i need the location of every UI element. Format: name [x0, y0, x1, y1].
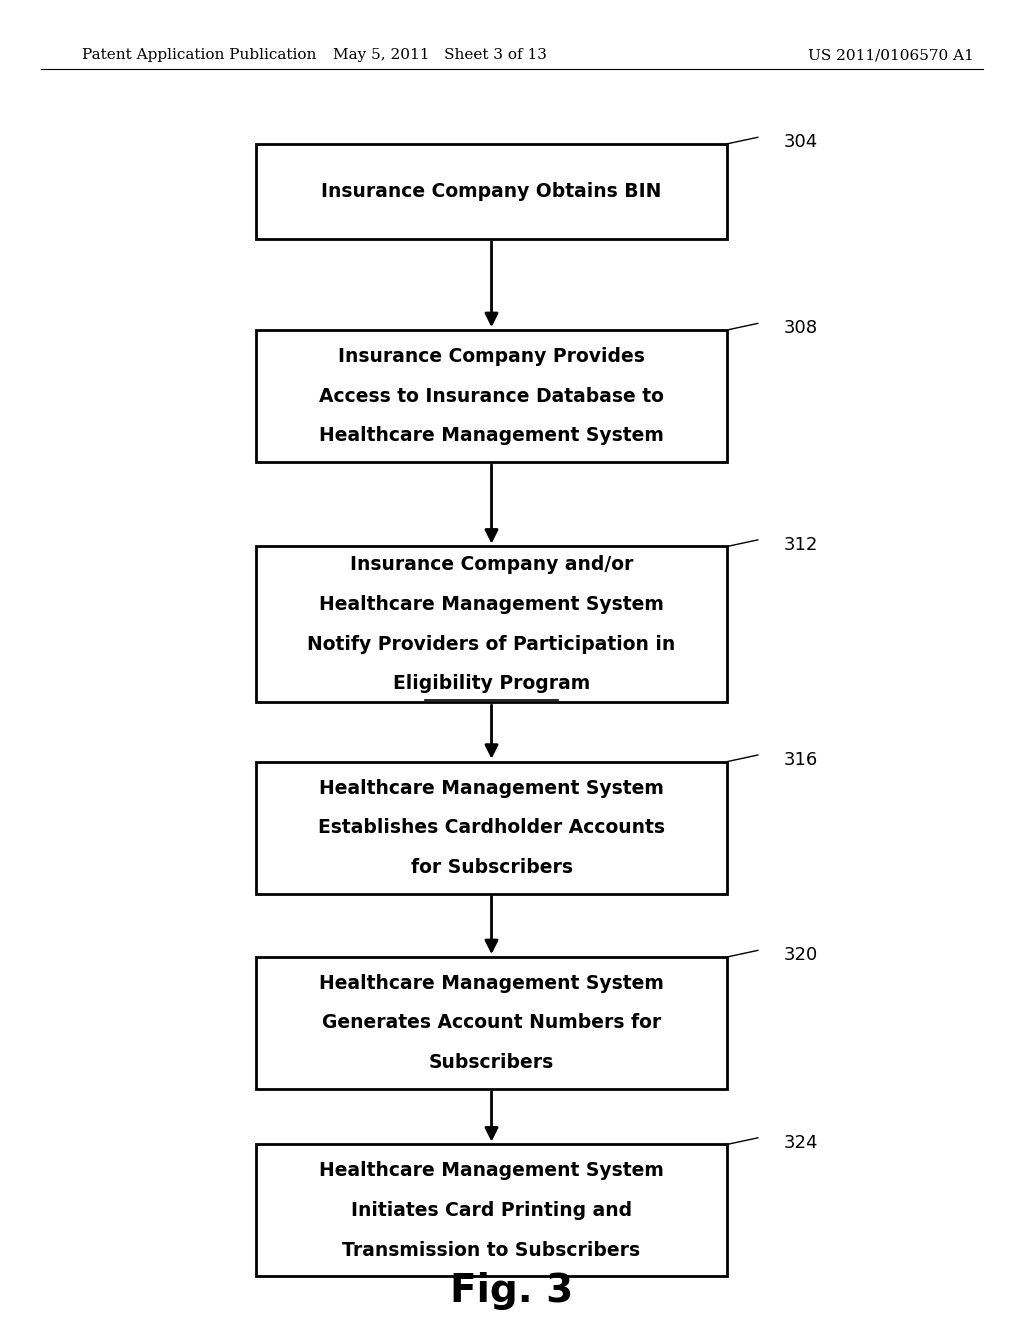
Bar — [256, 546, 727, 702]
Text: Healthcare Management System: Healthcare Management System — [319, 595, 664, 614]
Text: Healthcare Management System: Healthcare Management System — [319, 974, 664, 993]
Bar — [256, 330, 727, 462]
Text: Notify Providers of Participation in: Notify Providers of Participation in — [307, 635, 676, 653]
Text: Insurance Company and/or: Insurance Company and/or — [350, 556, 633, 574]
Text: Insurance Company Provides: Insurance Company Provides — [338, 347, 645, 366]
Text: Subscribers: Subscribers — [429, 1053, 554, 1072]
Text: Healthcare Management System: Healthcare Management System — [319, 426, 664, 445]
Text: Establishes Cardholder Accounts: Establishes Cardholder Accounts — [318, 818, 665, 837]
Text: Eligibility Program: Eligibility Program — [393, 675, 590, 693]
Text: 320: 320 — [783, 946, 817, 965]
Text: Healthcare Management System: Healthcare Management System — [319, 779, 664, 797]
Text: Healthcare Management System: Healthcare Management System — [319, 1162, 664, 1180]
Text: 312: 312 — [783, 536, 818, 554]
Bar — [256, 144, 727, 239]
Bar — [256, 762, 727, 894]
Text: 304: 304 — [783, 133, 817, 152]
Text: 308: 308 — [783, 319, 817, 338]
Text: May 5, 2011   Sheet 3 of 13: May 5, 2011 Sheet 3 of 13 — [334, 49, 547, 62]
Text: Initiates Card Printing and: Initiates Card Printing and — [351, 1201, 632, 1220]
Text: 316: 316 — [783, 751, 817, 770]
Text: Patent Application Publication: Patent Application Publication — [82, 49, 316, 62]
Text: Access to Insurance Database to: Access to Insurance Database to — [319, 387, 664, 405]
Text: Generates Account Numbers for: Generates Account Numbers for — [322, 1014, 662, 1032]
Bar — [256, 957, 727, 1089]
Bar — [256, 1144, 727, 1276]
Text: 324: 324 — [783, 1134, 818, 1152]
Text: Insurance Company Obtains BIN: Insurance Company Obtains BIN — [322, 182, 662, 201]
Text: for Subscribers: for Subscribers — [411, 858, 572, 876]
Text: Fig. 3: Fig. 3 — [451, 1272, 573, 1309]
Text: Transmission to Subscribers: Transmission to Subscribers — [342, 1241, 641, 1259]
Text: US 2011/0106570 A1: US 2011/0106570 A1 — [808, 49, 974, 62]
